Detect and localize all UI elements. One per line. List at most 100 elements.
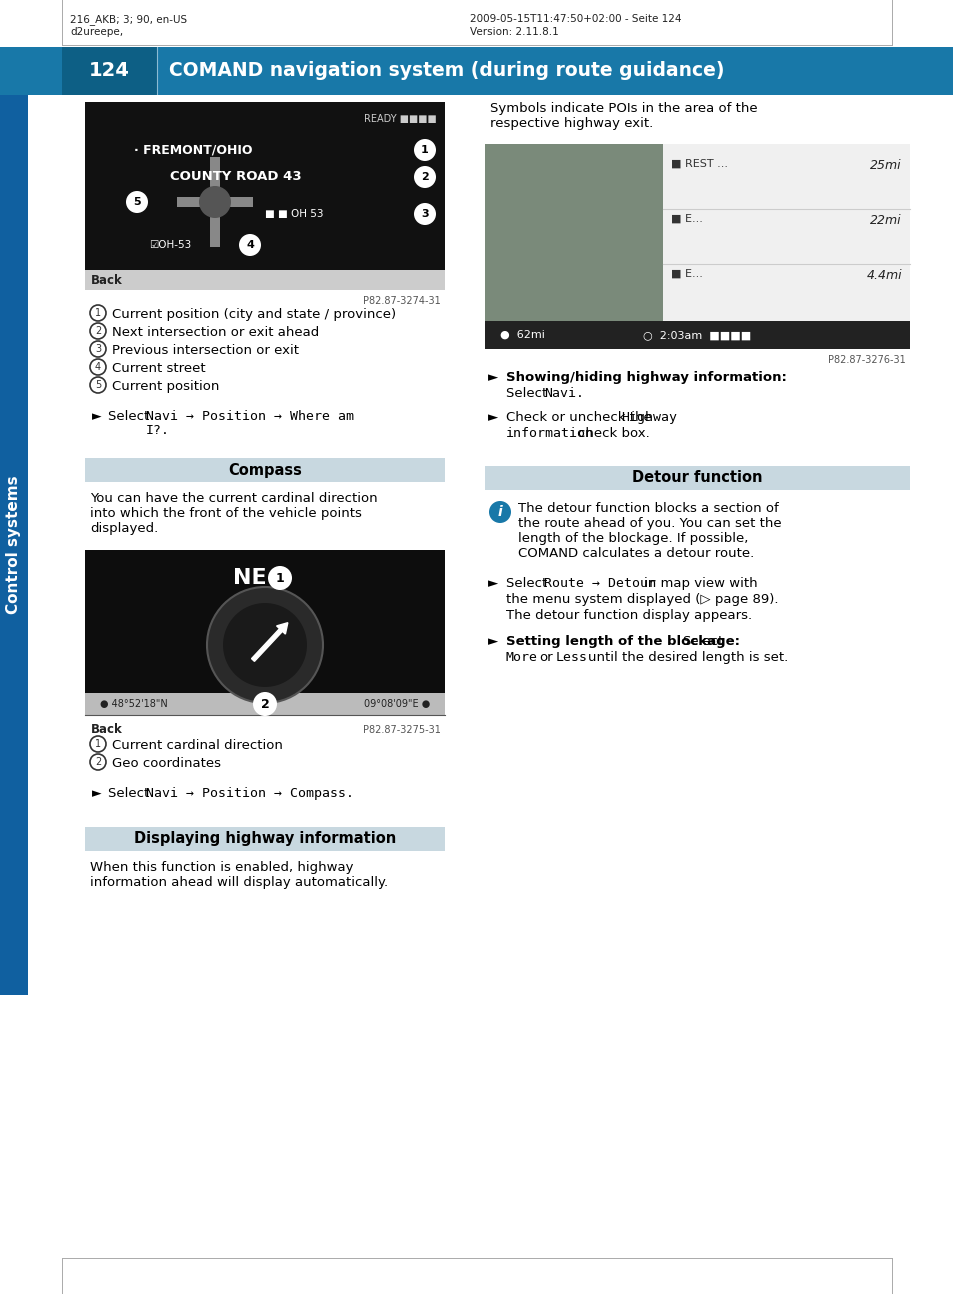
Bar xyxy=(62,47,157,94)
Text: Navi.: Navi. xyxy=(543,387,583,400)
Text: ☑OH-53: ☑OH-53 xyxy=(149,239,191,250)
Text: P82.87-3274-31: P82.87-3274-31 xyxy=(363,296,440,305)
Text: 1: 1 xyxy=(95,739,101,749)
Text: More: More xyxy=(505,651,537,664)
Bar xyxy=(177,197,253,207)
Text: COUNTY ROAD 43: COUNTY ROAD 43 xyxy=(171,171,302,184)
Text: ● 48°52'18"N: ● 48°52'18"N xyxy=(100,699,168,709)
Text: 124: 124 xyxy=(89,62,130,80)
Text: Check or uncheck the: Check or uncheck the xyxy=(505,411,656,424)
Text: The detour function blocks a section of
the route ahead of you. You can set the
: The detour function blocks a section of … xyxy=(517,502,781,560)
Text: READY ■■■■: READY ■■■■ xyxy=(364,114,436,124)
Text: ■ REST ...: ■ REST ... xyxy=(671,159,728,170)
Text: 4.4mi: 4.4mi xyxy=(865,269,901,282)
Text: the menu system displayed (▷ page 89).: the menu system displayed (▷ page 89). xyxy=(505,593,778,606)
Text: 1: 1 xyxy=(95,308,101,318)
Text: The detour function display appears.: The detour function display appears. xyxy=(505,609,751,622)
Text: or: or xyxy=(538,651,552,664)
Text: I?.: I?. xyxy=(146,424,170,437)
Text: 2: 2 xyxy=(94,326,101,336)
Text: Less: Less xyxy=(556,651,587,664)
Bar xyxy=(85,827,444,851)
Text: 25mi: 25mi xyxy=(869,159,901,172)
Text: Next intersection or exit ahead: Next intersection or exit ahead xyxy=(112,326,319,339)
Text: ►: ► xyxy=(488,371,497,384)
Bar xyxy=(484,144,662,321)
Bar xyxy=(0,94,28,995)
Bar xyxy=(85,694,444,716)
Text: · FREMONT/OHIO: · FREMONT/OHIO xyxy=(133,144,252,157)
Text: Current position: Current position xyxy=(112,380,219,393)
Text: Detour function: Detour function xyxy=(632,471,762,485)
Text: Current position (city and state / province): Current position (city and state / provi… xyxy=(112,308,395,321)
Text: Select: Select xyxy=(505,387,551,400)
Text: Current cardinal direction: Current cardinal direction xyxy=(112,739,283,752)
Text: ■ E...: ■ E... xyxy=(671,269,702,280)
Text: in map view with: in map view with xyxy=(643,577,757,590)
Circle shape xyxy=(414,138,436,160)
Text: Control systems: Control systems xyxy=(7,476,22,615)
Text: ►: ► xyxy=(488,411,497,424)
Text: Route → Detour: Route → Detour xyxy=(543,577,656,590)
Text: 22mi: 22mi xyxy=(869,214,901,226)
Text: ►: ► xyxy=(488,635,497,648)
Text: Current street: Current street xyxy=(112,362,206,375)
Text: 2: 2 xyxy=(94,757,101,767)
Circle shape xyxy=(223,603,307,687)
Text: Version: 2.11.8.1: Version: 2.11.8.1 xyxy=(470,27,558,38)
Text: Geo coordinates: Geo coordinates xyxy=(112,757,221,770)
Circle shape xyxy=(489,501,511,523)
Text: Highway: Highway xyxy=(620,411,677,424)
Text: 09°08'09"E ●: 09°08'09"E ● xyxy=(363,699,430,709)
Text: 5: 5 xyxy=(94,380,101,389)
Text: COMAND navigation system (during route guidance): COMAND navigation system (during route g… xyxy=(169,62,723,80)
Text: information: information xyxy=(505,427,594,440)
Circle shape xyxy=(414,203,436,225)
Text: Showing/hiding highway information:: Showing/hiding highway information: xyxy=(505,371,786,384)
Bar xyxy=(210,157,220,247)
Text: Setting length of the blockage:: Setting length of the blockage: xyxy=(505,635,740,648)
Bar xyxy=(484,466,909,490)
Bar xyxy=(85,550,444,694)
Text: Select: Select xyxy=(505,577,551,590)
Text: 5: 5 xyxy=(133,197,141,207)
Bar xyxy=(85,102,444,270)
Text: ►: ► xyxy=(488,577,497,590)
Text: Select: Select xyxy=(108,410,153,423)
Text: Symbols indicate POIs in the area of the
respective highway exit.: Symbols indicate POIs in the area of the… xyxy=(490,102,757,129)
Text: d2ureepe,: d2ureepe, xyxy=(70,27,123,38)
Text: When this function is enabled, highway
information ahead will display automatica: When this function is enabled, highway i… xyxy=(90,861,388,889)
Text: ■ ■ OH 53: ■ ■ OH 53 xyxy=(264,210,323,219)
Bar xyxy=(85,458,444,481)
Bar xyxy=(662,144,909,321)
Circle shape xyxy=(268,565,292,590)
Text: Navi → Position → Where am: Navi → Position → Where am xyxy=(146,410,354,423)
Bar xyxy=(85,270,444,290)
Text: Displaying highway information: Displaying highway information xyxy=(133,832,395,846)
Text: 216_AKB; 3; 90, en-US: 216_AKB; 3; 90, en-US xyxy=(70,14,187,25)
Text: ●  62mi: ● 62mi xyxy=(499,330,544,340)
Text: P82.87-3276-31: P82.87-3276-31 xyxy=(827,355,905,365)
Text: 4: 4 xyxy=(246,239,253,250)
Text: ■ E...: ■ E... xyxy=(671,214,702,224)
Text: ►: ► xyxy=(91,410,102,423)
Text: Navi → Position → Compass.: Navi → Position → Compass. xyxy=(146,787,354,800)
Text: 3: 3 xyxy=(420,210,428,219)
Bar xyxy=(0,47,953,94)
Text: Select: Select xyxy=(681,635,722,648)
Bar xyxy=(484,321,909,349)
Text: Back: Back xyxy=(91,273,123,286)
Text: 3: 3 xyxy=(95,344,101,355)
Text: ►: ► xyxy=(91,787,102,800)
Circle shape xyxy=(239,234,261,256)
Text: Compass: Compass xyxy=(228,462,301,477)
Text: You can have the current cardinal direction
into which the front of the vehicle : You can have the current cardinal direct… xyxy=(90,492,377,534)
Text: 2009-05-15T11:47:50+02:00 - Seite 124: 2009-05-15T11:47:50+02:00 - Seite 124 xyxy=(470,14,680,25)
Text: NE: NE xyxy=(233,568,267,587)
Text: Back: Back xyxy=(91,723,123,736)
Circle shape xyxy=(207,587,323,703)
Text: until the desired length is set.: until the desired length is set. xyxy=(587,651,787,664)
Text: 4: 4 xyxy=(95,362,101,371)
Text: 1: 1 xyxy=(275,572,284,585)
Text: 1: 1 xyxy=(420,145,429,155)
